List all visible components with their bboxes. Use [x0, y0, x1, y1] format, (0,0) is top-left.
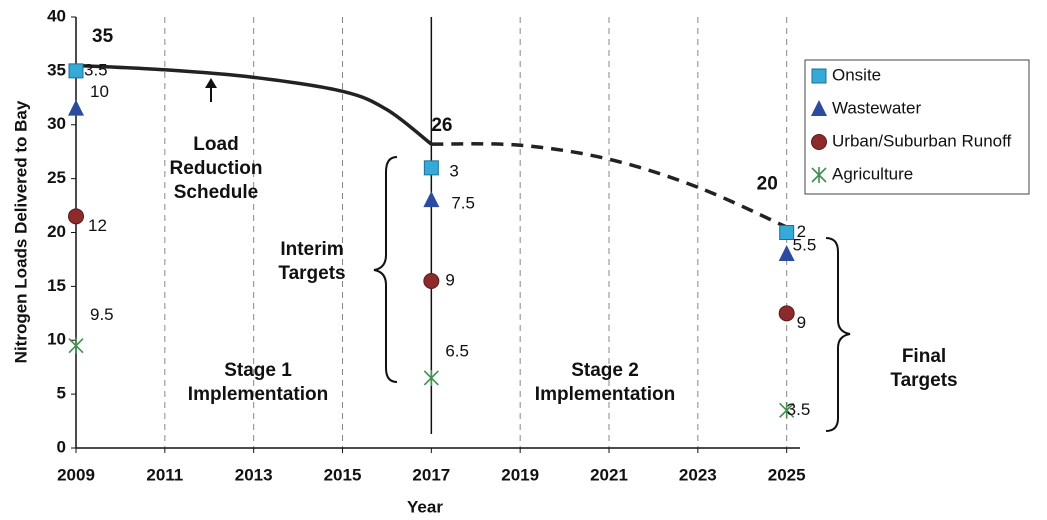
- annotation: Load: [193, 134, 238, 155]
- interim-brace: [373, 156, 398, 383]
- legend-marker: [811, 167, 827, 183]
- annotation: Final: [902, 346, 946, 367]
- annotation: Stage 2: [571, 360, 639, 381]
- legend: [804, 59, 1030, 195]
- legend-marker: [811, 134, 827, 150]
- y-tick-label: 40: [47, 6, 66, 25]
- x-tick-label: 2021: [590, 465, 628, 484]
- marker: [68, 63, 84, 79]
- annotation: Implementation: [535, 384, 675, 405]
- x-axis-label: Year: [407, 497, 443, 516]
- x-tick-label: 2013: [235, 465, 273, 484]
- annotation: Targets: [890, 370, 957, 391]
- annotation: Targets: [278, 263, 345, 284]
- legend-marker: [811, 100, 827, 116]
- legend-label: Onsite: [832, 65, 881, 84]
- x-tick-label: 2009: [57, 465, 95, 484]
- total-label: 20: [757, 174, 778, 195]
- schedule-arrowhead: [205, 78, 217, 88]
- annotation: Reduction: [170, 158, 263, 179]
- data-label: 12: [88, 216, 107, 235]
- annotation: Implementation: [188, 384, 328, 405]
- data-label: 6.5: [445, 341, 469, 360]
- data-label: 2: [797, 222, 806, 241]
- data-label: 10: [90, 82, 109, 101]
- y-tick-label: 30: [47, 114, 66, 133]
- data-label: 9.5: [90, 305, 114, 324]
- x-tick-label: 2023: [679, 465, 717, 484]
- y-tick-label: 35: [47, 60, 66, 79]
- x-tick-label: 2011: [146, 465, 183, 484]
- data-label: 3.5: [787, 400, 811, 419]
- annotation: Stage 1: [224, 360, 292, 381]
- y-tick-label: 25: [47, 168, 66, 187]
- x-tick-label: 2019: [501, 465, 539, 484]
- schedule-line: [75, 63, 433, 146]
- data-label: 9: [797, 313, 806, 332]
- total-label: 35: [92, 26, 114, 47]
- schedule-line: [431, 142, 788, 229]
- marker: [779, 225, 795, 240]
- x-tick-label: 2025: [768, 465, 806, 484]
- x-tick-label: 2015: [324, 465, 362, 484]
- legend-label: Wastewater: [832, 98, 921, 117]
- y-tick-label: 10: [47, 330, 66, 349]
- data-label: 3: [449, 161, 458, 180]
- data-label: 5.5: [793, 236, 817, 255]
- marker: [423, 369, 439, 386]
- marker: [68, 337, 84, 354]
- marker: [423, 272, 440, 289]
- y-tick-label: 5: [57, 384, 66, 403]
- annotation: Interim: [280, 239, 343, 260]
- final-brace: [825, 237, 851, 432]
- data-label: 3.5: [84, 60, 108, 79]
- data-label: 9: [445, 270, 454, 289]
- marker: [423, 160, 439, 176]
- marker: [423, 191, 440, 208]
- y-axis-label: Nitrogen Loads Delivered to Bay: [11, 100, 30, 363]
- legend-marker: [811, 68, 827, 84]
- total-label: 26: [431, 115, 452, 136]
- data-label: 7.5: [451, 194, 475, 213]
- legend-label: Urban/Suburban Runoff: [832, 131, 1012, 150]
- y-tick-label: 20: [47, 222, 66, 241]
- legend-label: Agriculture: [832, 164, 913, 183]
- y-tick-label: 0: [57, 437, 66, 456]
- marker: [779, 402, 795, 419]
- marker: [68, 99, 84, 116]
- marker: [778, 305, 795, 322]
- annotation: Schedule: [174, 182, 258, 203]
- y-tick-label: 15: [47, 276, 66, 295]
- marker: [68, 208, 84, 225]
- x-tick-label: 2017: [412, 465, 450, 484]
- marker: [778, 245, 795, 262]
